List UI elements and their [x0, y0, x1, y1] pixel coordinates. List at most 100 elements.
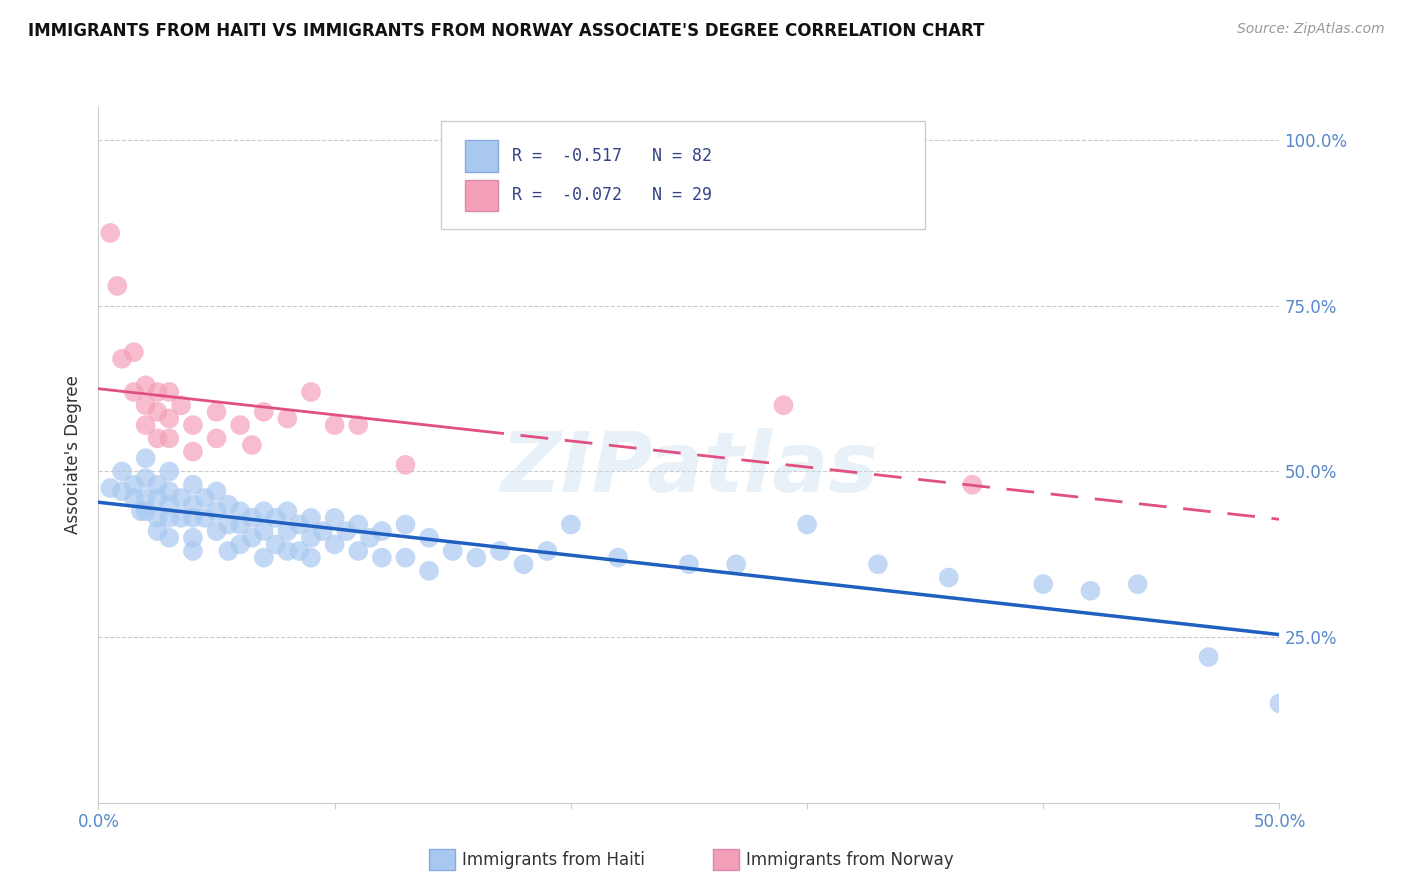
Point	[170, 511, 193, 525]
Point	[347, 544, 370, 558]
Point	[465, 550, 488, 565]
FancyBboxPatch shape	[441, 121, 925, 229]
Text: R =  -0.517   N = 82: R = -0.517 N = 82	[512, 147, 711, 165]
Text: IMMIGRANTS FROM HAITI VS IMMIGRANTS FROM NORWAY ASSOCIATE'S DEGREE CORRELATION C: IMMIGRANTS FROM HAITI VS IMMIGRANTS FROM…	[28, 22, 984, 40]
Point	[205, 524, 228, 538]
Point	[335, 524, 357, 538]
Point	[135, 504, 157, 518]
Point	[299, 384, 322, 399]
Point	[181, 498, 204, 512]
Point	[323, 537, 346, 551]
Point	[111, 465, 134, 479]
Point	[394, 517, 416, 532]
Point	[253, 550, 276, 565]
Point	[441, 544, 464, 558]
Point	[253, 524, 276, 538]
Text: Source: ZipAtlas.com: Source: ZipAtlas.com	[1237, 22, 1385, 37]
Point	[725, 558, 748, 572]
FancyBboxPatch shape	[464, 180, 498, 211]
Point	[962, 477, 984, 491]
Point	[264, 537, 287, 551]
Point	[170, 398, 193, 412]
Point	[240, 438, 263, 452]
Point	[347, 418, 370, 433]
Text: Immigrants from Norway: Immigrants from Norway	[745, 851, 953, 869]
Point	[111, 484, 134, 499]
Point	[560, 517, 582, 532]
Point	[299, 511, 322, 525]
Point	[205, 504, 228, 518]
Point	[276, 411, 298, 425]
Point	[276, 544, 298, 558]
Point	[146, 405, 169, 419]
Point	[146, 491, 169, 505]
Point	[135, 451, 157, 466]
Point	[276, 504, 298, 518]
Point	[98, 226, 121, 240]
Point	[135, 398, 157, 412]
Point	[229, 504, 252, 518]
Point	[347, 517, 370, 532]
Point	[217, 517, 239, 532]
Point	[135, 418, 157, 433]
Point	[205, 405, 228, 419]
Point	[323, 511, 346, 525]
Point	[146, 431, 169, 445]
Point	[205, 484, 228, 499]
Point	[205, 431, 228, 445]
Point	[146, 524, 169, 538]
Point	[276, 524, 298, 538]
Point	[194, 511, 217, 525]
Point	[288, 517, 311, 532]
Text: R =  -0.072   N = 29: R = -0.072 N = 29	[512, 186, 711, 204]
Point	[122, 477, 145, 491]
Point	[170, 491, 193, 505]
Point	[181, 418, 204, 433]
Point	[796, 517, 818, 532]
Point	[181, 531, 204, 545]
Point	[105, 279, 128, 293]
Point	[253, 405, 276, 419]
Point	[157, 411, 180, 425]
Point	[288, 544, 311, 558]
Point	[146, 511, 169, 525]
Point	[157, 465, 180, 479]
Point	[264, 511, 287, 525]
Point	[157, 511, 180, 525]
Point	[111, 351, 134, 366]
Point	[253, 504, 276, 518]
Point	[181, 444, 204, 458]
Point	[229, 537, 252, 551]
FancyBboxPatch shape	[429, 849, 456, 871]
Point	[312, 524, 335, 538]
Point	[323, 418, 346, 433]
Point	[157, 431, 180, 445]
Point	[122, 384, 145, 399]
Point	[240, 511, 263, 525]
Point	[1080, 583, 1102, 598]
Point	[489, 544, 512, 558]
Point	[181, 477, 204, 491]
Point	[129, 504, 152, 518]
Point	[371, 524, 394, 538]
Point	[394, 550, 416, 565]
Point	[181, 511, 204, 525]
Text: ZIPatlas: ZIPatlas	[501, 428, 877, 509]
Point	[866, 558, 889, 572]
Point	[181, 544, 204, 558]
Point	[678, 558, 700, 572]
Point	[938, 570, 960, 584]
Point	[157, 498, 180, 512]
Point	[1032, 577, 1054, 591]
Point	[1126, 577, 1149, 591]
Point	[299, 550, 322, 565]
Point	[157, 531, 180, 545]
Point	[157, 384, 180, 399]
Point	[217, 498, 239, 512]
FancyBboxPatch shape	[713, 849, 738, 871]
Point	[229, 517, 252, 532]
Point	[1198, 650, 1220, 665]
Point	[371, 550, 394, 565]
Point	[122, 345, 145, 359]
Point	[299, 531, 322, 545]
